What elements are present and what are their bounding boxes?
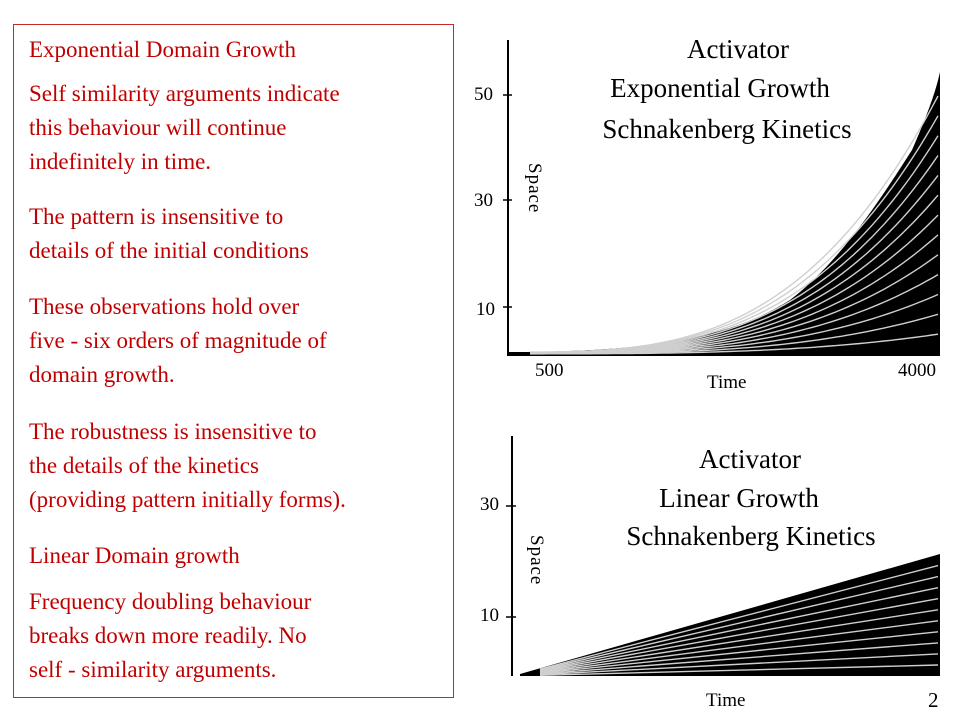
top-figure-title-line3: Schnakenberg Kinetics: [602, 114, 852, 144]
bottom-pattern-stripe: [539, 564, 939, 670]
top-y-axis-label: Space: [524, 163, 545, 214]
bottom-pattern: [520, 554, 940, 676]
top-figure-title-line2: Exponential Growth: [610, 73, 830, 103]
bottom-pattern-stripe: [539, 664, 939, 676]
top-pattern: [508, 72, 940, 356]
text-panel: Exponential Domain Growth Self similarit…: [13, 24, 454, 698]
top-y-tick-label-50: 50: [474, 84, 493, 105]
para-frequency-doubling: Frequency doubling behaviour breaks down…: [29, 589, 312, 682]
top-pattern-stripe: [530, 95, 939, 353]
bottom-pattern-stripe: [539, 609, 939, 673]
bottom-y-tick-label-30: 30: [480, 494, 499, 515]
bottom-figure-title-line1: Activator: [699, 444, 801, 474]
bottom-figure-title-line2: Linear Growth: [659, 483, 819, 513]
top-pattern-region: [508, 72, 940, 356]
top-y-tick-label-10: 10: [476, 299, 495, 320]
para-insensitive-initial: The pattern is insensitive to details of…: [29, 204, 309, 263]
bottom-y-axis-label: Space: [526, 535, 547, 586]
page-number: 2: [928, 688, 939, 712]
bottom-pattern-stripe: [539, 587, 939, 672]
heading-linear-domain-growth: Linear Domain growth: [29, 543, 240, 568]
bottom-pattern-stripe: [539, 653, 939, 676]
top-figure-title-line1: Activator: [687, 34, 789, 64]
bottom-figure-title-line3: Schnakenberg Kinetics: [626, 521, 876, 551]
bottom-pattern-stripe: [539, 642, 939, 675]
top-x-tick-label-4000: 4000: [898, 360, 936, 381]
bottom-pattern-stripe: [539, 598, 939, 672]
bottom-pattern-stripe: [539, 575, 939, 671]
para-self-similarity: Self similarity arguments indicate this …: [29, 81, 340, 174]
heading-exponential-domain-growth: Exponential Domain Growth: [29, 37, 297, 62]
bottom-pattern-region: [520, 554, 940, 676]
bottom-pattern-stripe: [539, 620, 939, 674]
para-orders-of-magnitude: These observations hold over five - six …: [29, 294, 327, 387]
para-robustness: The robustness is insensitive to the det…: [29, 419, 346, 512]
bottom-x-axis-label: Time: [706, 690, 746, 711]
bottom-pattern-stripe: [539, 631, 939, 674]
top-x-axis-label: Time: [707, 372, 747, 393]
bottom-y-tick-label-10: 10: [480, 605, 499, 626]
top-x-tick-label-500: 500: [535, 360, 564, 381]
top-y-tick-label-30: 30: [474, 190, 493, 211]
